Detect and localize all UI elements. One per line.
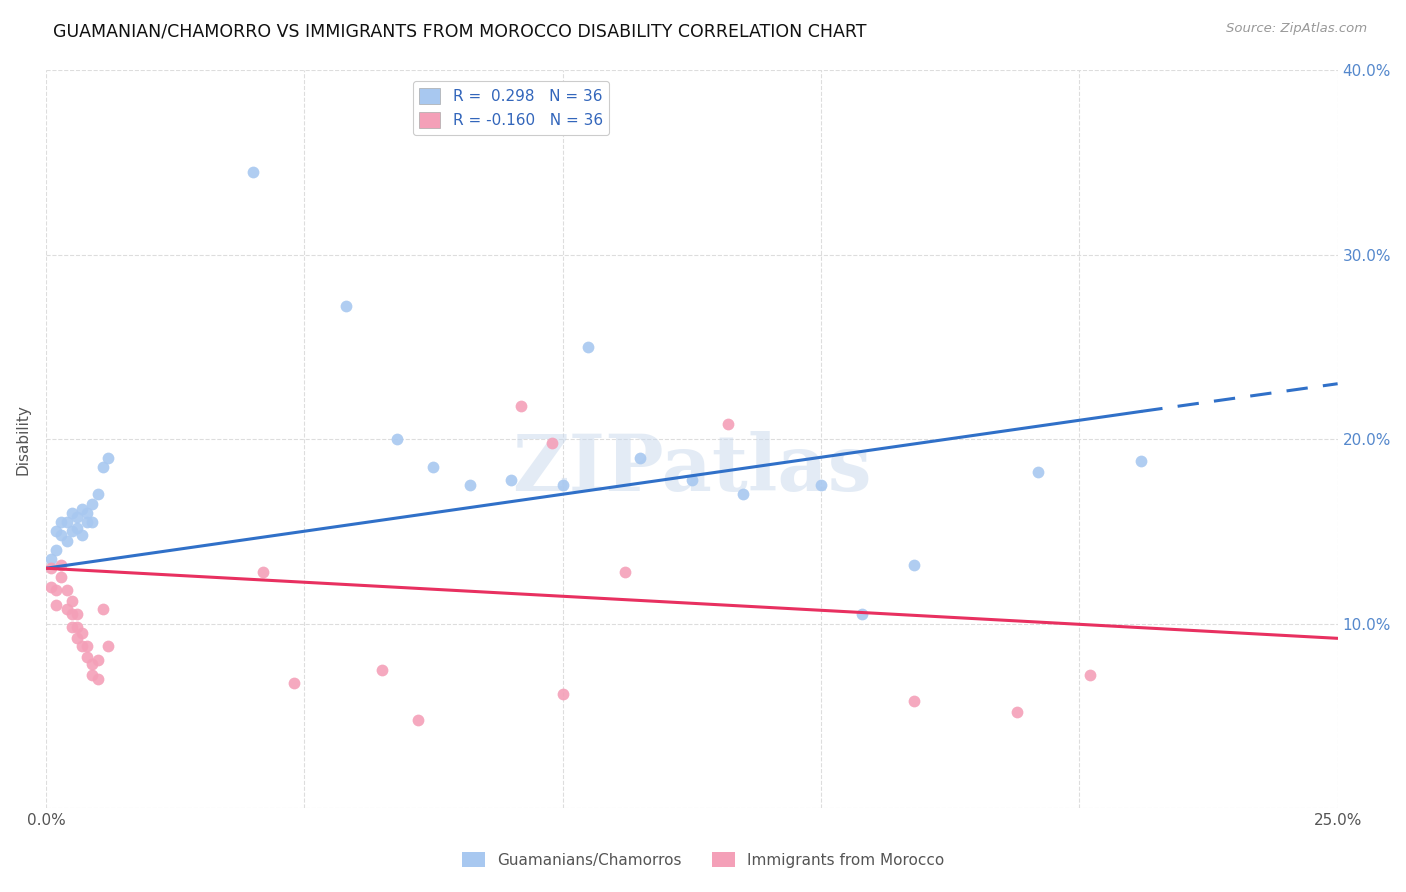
Point — [60, 506, 83, 520]
Text: Source: ZipAtlas.com: Source: ZipAtlas.com — [1226, 22, 1367, 36]
Point — [422, 459, 444, 474]
Point — [70, 639, 93, 653]
Legend: Guamanians/Chamorros, Immigrants from Morocco: Guamanians/Chamorros, Immigrants from Mo… — [456, 846, 950, 873]
Point — [66, 607, 89, 622]
Point — [70, 502, 93, 516]
Legend: R =  0.298   N = 36, R = -0.160   N = 36: R = 0.298 N = 36, R = -0.160 N = 36 — [413, 81, 609, 135]
Point — [613, 565, 636, 579]
Point — [903, 558, 925, 572]
Point — [66, 509, 89, 524]
Point — [76, 515, 98, 529]
Point — [51, 515, 73, 529]
Point — [1130, 454, 1153, 468]
Point — [60, 594, 83, 608]
Point — [66, 632, 89, 646]
Point — [76, 649, 98, 664]
Point — [510, 399, 533, 413]
Point — [681, 473, 703, 487]
Point — [55, 602, 77, 616]
Point — [733, 487, 755, 501]
Point — [97, 450, 120, 465]
Text: ZIPatlas: ZIPatlas — [512, 431, 872, 507]
Point — [45, 524, 67, 539]
Point — [82, 515, 104, 529]
Point — [60, 620, 83, 634]
Point — [82, 497, 104, 511]
Y-axis label: Disability: Disability — [15, 404, 30, 475]
Point — [39, 580, 62, 594]
Point — [55, 533, 77, 548]
Point — [458, 478, 481, 492]
Point — [76, 639, 98, 653]
Point — [387, 432, 409, 446]
Point — [70, 625, 93, 640]
Point — [51, 528, 73, 542]
Point — [55, 583, 77, 598]
Point — [371, 663, 394, 677]
Point — [851, 607, 873, 622]
Point — [97, 639, 120, 653]
Point — [1026, 465, 1049, 479]
Point — [39, 552, 62, 566]
Point — [45, 583, 67, 598]
Point — [86, 653, 108, 667]
Point — [499, 473, 522, 487]
Point — [717, 417, 740, 432]
Point — [82, 668, 104, 682]
Point — [45, 598, 67, 612]
Point — [82, 657, 104, 672]
Point — [51, 570, 73, 584]
Point — [39, 561, 62, 575]
Point — [1078, 668, 1101, 682]
Point — [1007, 705, 1029, 719]
Point — [91, 459, 114, 474]
Point — [66, 620, 89, 634]
Point — [51, 558, 73, 572]
Point — [60, 524, 83, 539]
Point — [283, 675, 305, 690]
Point — [242, 164, 264, 178]
Point — [903, 694, 925, 708]
Point — [335, 299, 357, 313]
Point — [66, 521, 89, 535]
Point — [55, 515, 77, 529]
Point — [70, 528, 93, 542]
Point — [86, 672, 108, 686]
Point — [578, 340, 600, 354]
Point — [541, 435, 564, 450]
Point — [810, 478, 832, 492]
Point — [60, 607, 83, 622]
Point — [628, 450, 651, 465]
Point — [252, 565, 274, 579]
Point — [76, 506, 98, 520]
Point — [551, 687, 574, 701]
Point — [91, 602, 114, 616]
Point — [406, 713, 429, 727]
Text: GUAMANIAN/CHAMORRO VS IMMIGRANTS FROM MOROCCO DISABILITY CORRELATION CHART: GUAMANIAN/CHAMORRO VS IMMIGRANTS FROM MO… — [53, 22, 868, 40]
Point — [86, 487, 108, 501]
Point — [45, 542, 67, 557]
Point — [551, 478, 574, 492]
